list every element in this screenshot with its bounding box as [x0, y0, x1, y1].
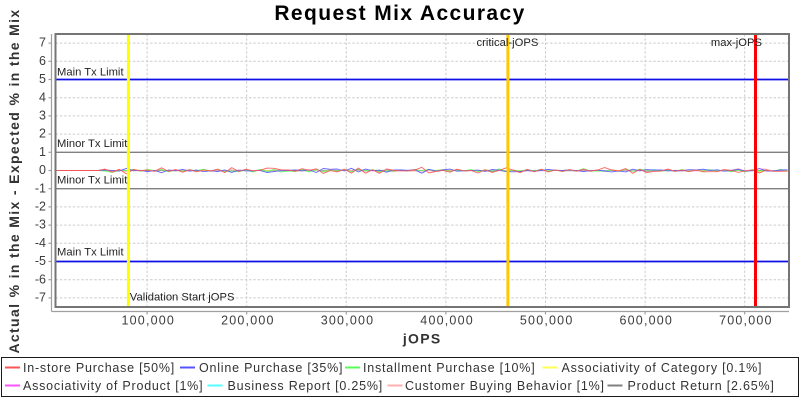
- svg-text:Actual % in the Mix - Expected: Actual % in the Mix - Expected % in the …: [6, 8, 22, 353]
- svg-text:5: 5: [39, 72, 46, 86]
- svg-text:Product Return [2.65%]: Product Return [2.65%]: [628, 379, 775, 393]
- svg-text:Installment Purchase [10%]: Installment Purchase [10%]: [363, 361, 535, 375]
- svg-text:100,000: 100,000: [122, 314, 176, 328]
- svg-text:Associativity of Product [1%]: Associativity of Product [1%]: [23, 379, 203, 393]
- svg-text:-6: -6: [35, 272, 46, 286]
- svg-text:In-store Purchase [50%]: In-store Purchase [50%]: [23, 361, 175, 375]
- svg-text:Minor Tx Limit: Minor Tx Limit: [57, 138, 128, 150]
- svg-text:Customer Buying Behavior [1%]: Customer Buying Behavior [1%]: [405, 379, 605, 393]
- svg-text:600,000: 600,000: [620, 314, 674, 328]
- svg-text:-2: -2: [35, 200, 46, 214]
- svg-text:4: 4: [39, 90, 46, 104]
- svg-text:500,000: 500,000: [520, 314, 574, 328]
- svg-text:300,000: 300,000: [321, 314, 375, 328]
- svg-text:Request Mix Accuracy: Request Mix Accuracy: [274, 2, 525, 25]
- svg-text:Minor Tx Limit: Minor Tx Limit: [57, 175, 128, 187]
- svg-text:-7: -7: [35, 291, 46, 305]
- svg-text:-1: -1: [35, 181, 46, 195]
- svg-text:Associativity of Category [0.1: Associativity of Category [0.1%]: [562, 361, 763, 375]
- svg-text:0: 0: [39, 163, 46, 177]
- svg-text:Online Purchase [35%]: Online Purchase [35%]: [199, 361, 343, 375]
- svg-text:7: 7: [39, 36, 46, 50]
- svg-text:700,000: 700,000: [719, 314, 773, 328]
- svg-text:jOPS: jOPS: [402, 331, 442, 347]
- svg-text:1: 1: [39, 145, 46, 159]
- svg-text:2: 2: [39, 127, 46, 141]
- svg-text:200,000: 200,000: [221, 314, 275, 328]
- svg-text:critical-jOPS: critical-jOPS: [477, 37, 539, 49]
- svg-text:max-jOPS: max-jOPS: [711, 37, 762, 49]
- svg-text:3: 3: [39, 109, 46, 123]
- svg-text:-3: -3: [35, 218, 46, 232]
- svg-text:-5: -5: [35, 254, 46, 268]
- svg-text:Validation Start jOPS: Validation Start jOPS: [130, 292, 235, 304]
- svg-text:6: 6: [39, 54, 46, 68]
- svg-text:Main Tx Limit: Main Tx Limit: [57, 247, 124, 259]
- svg-text:400,000: 400,000: [420, 314, 474, 328]
- svg-text:-4: -4: [35, 236, 46, 250]
- svg-text:Business Report [0.25%]: Business Report [0.25%]: [228, 379, 384, 393]
- svg-text:Main Tx Limit: Main Tx Limit: [57, 67, 124, 79]
